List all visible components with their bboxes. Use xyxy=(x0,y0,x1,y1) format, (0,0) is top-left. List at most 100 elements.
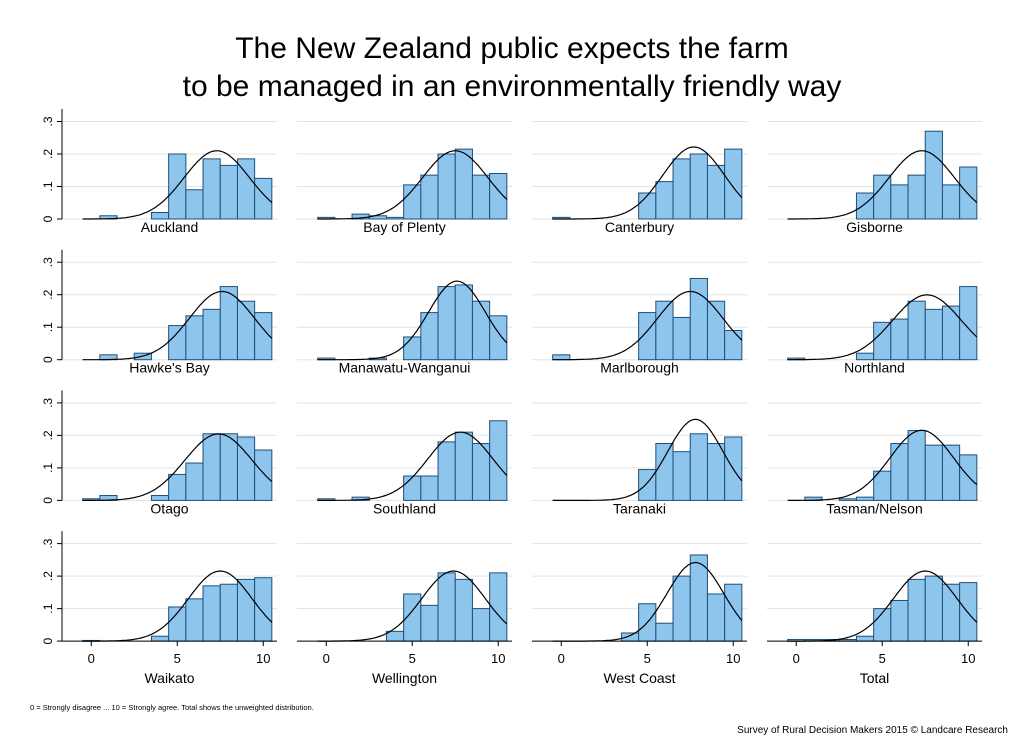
bar xyxy=(907,174,926,220)
bar xyxy=(219,286,238,361)
bar xyxy=(420,174,439,220)
bar xyxy=(855,192,875,220)
bar xyxy=(890,184,909,220)
bar xyxy=(855,635,875,642)
bar xyxy=(437,441,456,501)
x-tick-label: 5 xyxy=(409,651,416,666)
bar xyxy=(168,473,187,501)
bar xyxy=(941,583,961,642)
bar xyxy=(254,177,273,220)
x-tick-label: 0 xyxy=(558,651,565,666)
bar xyxy=(202,433,221,501)
bar xyxy=(706,593,726,642)
bar xyxy=(168,325,187,361)
bar xyxy=(620,632,640,642)
source: Survey of Rural Decision Makers 2015 © L… xyxy=(737,725,1008,736)
bar xyxy=(185,315,204,361)
normal-curve xyxy=(787,429,978,501)
bar xyxy=(890,599,909,642)
bar xyxy=(959,286,978,361)
y-tick-label: .3 xyxy=(41,538,55,548)
chart-title: to be managed in an environmentally frie… xyxy=(183,70,842,103)
bar xyxy=(185,462,204,501)
bar xyxy=(202,308,221,361)
bar xyxy=(437,286,456,361)
bar xyxy=(689,153,708,220)
panel-label: Wellington xyxy=(372,670,437,686)
bar xyxy=(873,174,892,220)
x-tick-label: 0 xyxy=(793,651,800,666)
x-tick-label: 10 xyxy=(726,651,740,666)
bar xyxy=(454,431,473,501)
normal-curve xyxy=(82,433,273,501)
panel-label: Bay of Plenty xyxy=(363,219,446,235)
x-tick-label: 10 xyxy=(256,651,270,666)
y-tick-label: .1 xyxy=(41,463,55,473)
bar xyxy=(403,475,422,501)
normal-curve xyxy=(552,146,743,220)
bar xyxy=(724,148,743,220)
y-tick-label: 0 xyxy=(41,215,55,222)
bar xyxy=(219,433,238,501)
y-tick-label: .2 xyxy=(41,430,55,440)
bar xyxy=(941,184,961,220)
bar xyxy=(219,164,238,220)
bar xyxy=(202,585,221,642)
panel-label: Canterbury xyxy=(605,219,674,235)
footnote: 0 = Strongly disagree ... 10 = Strongly … xyxy=(30,703,314,712)
bar xyxy=(420,475,439,501)
bar xyxy=(552,354,571,361)
bar xyxy=(924,444,943,501)
bar xyxy=(638,192,657,220)
bar xyxy=(454,148,473,220)
bar xyxy=(638,312,657,361)
bar xyxy=(471,300,491,361)
bar xyxy=(941,305,961,361)
x-tick-label: 0 xyxy=(88,651,95,666)
bar xyxy=(689,277,708,361)
panel-label: Total xyxy=(860,670,890,686)
bar xyxy=(638,469,657,501)
x-tick-label: 5 xyxy=(644,651,651,666)
normal-curve xyxy=(82,290,273,361)
normal-curve xyxy=(317,431,508,501)
x-tick-label: 0 xyxy=(323,651,330,666)
bar xyxy=(672,575,691,642)
bar xyxy=(907,430,926,501)
bar xyxy=(236,158,256,220)
bar xyxy=(724,329,743,361)
bar xyxy=(924,308,943,361)
x-tick-label: 5 xyxy=(879,651,886,666)
bar xyxy=(420,604,439,642)
panel-label: Otago xyxy=(150,500,188,516)
bar xyxy=(219,583,238,642)
panel-label: Tasman/Nelson xyxy=(826,500,923,516)
bar xyxy=(706,164,726,220)
bar xyxy=(454,284,473,361)
y-tick-label: 0 xyxy=(41,637,55,644)
bar xyxy=(437,153,456,220)
bar xyxy=(873,321,892,361)
normal-curve xyxy=(552,418,743,501)
bar xyxy=(907,300,926,361)
bar xyxy=(689,554,708,642)
panel-label: Southland xyxy=(373,500,436,516)
y-tick-label: 0 xyxy=(41,497,55,504)
bar xyxy=(150,635,170,642)
bar xyxy=(489,420,508,501)
bar xyxy=(959,166,978,220)
bar xyxy=(454,578,473,642)
panel-label: Marlborough xyxy=(600,360,679,376)
panel-label: West Coast xyxy=(603,670,675,686)
bar xyxy=(924,130,943,220)
bar xyxy=(890,443,909,501)
bar xyxy=(254,449,273,501)
bar xyxy=(689,433,708,501)
y-tick-label: .3 xyxy=(41,398,55,408)
normal-curve xyxy=(787,150,978,220)
bar xyxy=(941,444,961,501)
bar xyxy=(185,189,204,220)
bar xyxy=(655,181,674,220)
bar xyxy=(655,622,674,642)
